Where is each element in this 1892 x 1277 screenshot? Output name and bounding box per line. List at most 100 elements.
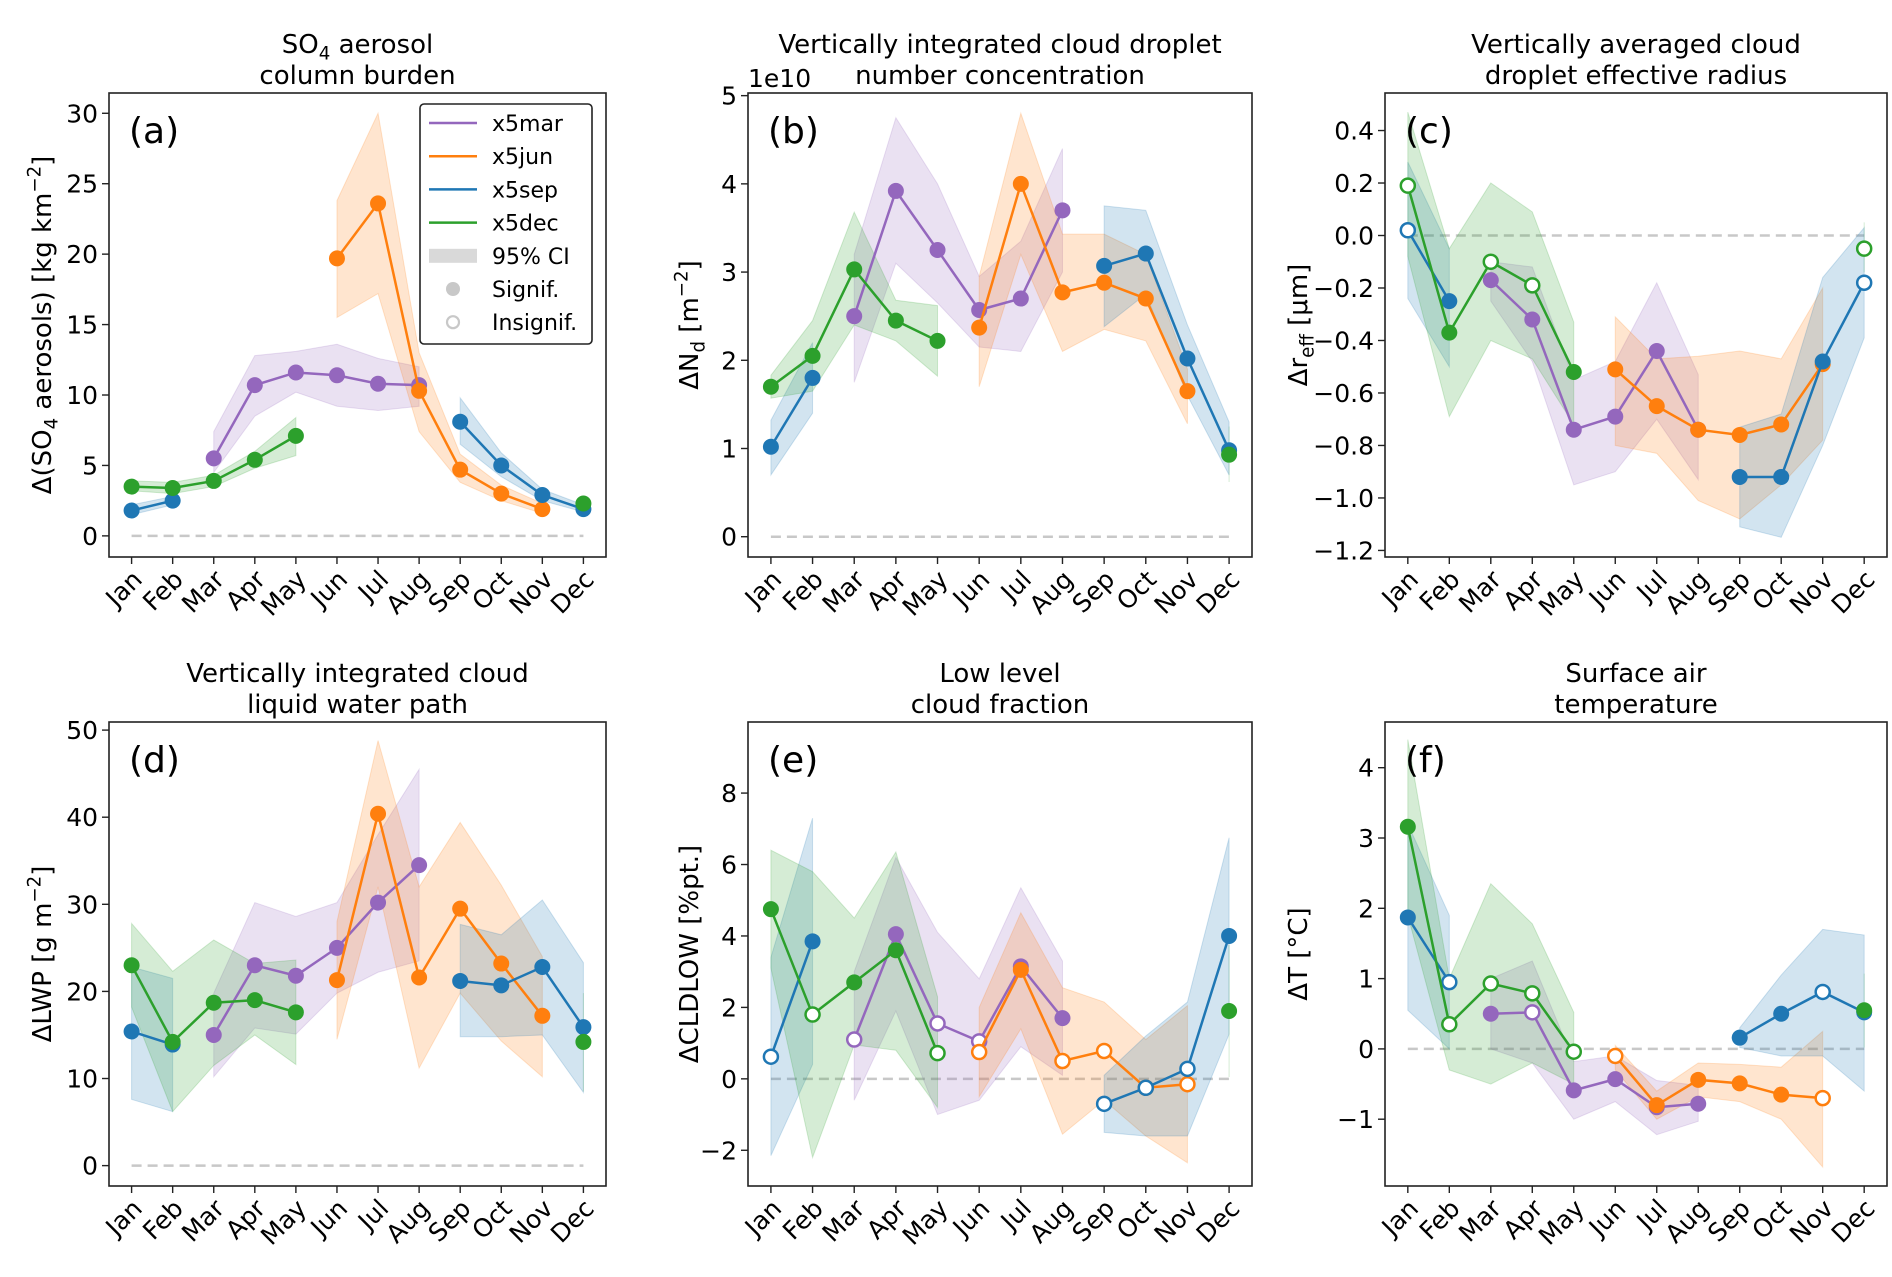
data-point-x5sep-Jan [123,1023,140,1040]
legend-label: x5jun [492,145,553,170]
data-point-x5jun-Nov [534,501,551,518]
y-tick-label: −0.2 [1313,274,1374,303]
data-point-x5mar-Apr [246,377,263,394]
data-point-x5sep-Oct [1773,468,1790,485]
data-point-x5sep-Nov [1179,350,1196,367]
x-tick-label: Jun [1582,565,1632,615]
data-point-x5dec-May [929,1044,946,1062]
y-tick-label: 4 [721,922,737,951]
data-point-x5jun-Jun [328,250,345,267]
legend-swatch-ci [429,248,477,263]
data-point-x5sep-Nov [1814,353,1831,370]
data-point-x5mar-Jun [328,367,345,384]
data-point-x5mar-Jul [370,894,387,911]
x-tick-label: Jan [738,565,787,614]
data-point-x5mar-May [1565,421,1582,438]
ci-band-x5sep [1739,928,1865,1093]
subscript: eff [1298,334,1319,358]
data-point-x5dec-Mar [846,974,863,991]
panel-c: −1.2−1.0−0.8−0.6−0.4−0.20.00.20.4JanFebM… [1284,30,1888,622]
data-point-x5mar-Jul [1012,290,1029,307]
text-part: cloud fraction [911,690,1090,720]
x-tick-label: Mar [817,1193,871,1247]
data-point-x5jun-Sep [1731,426,1748,443]
x-tick-label: Jun [946,1194,996,1244]
data-point-x5jun-Nov [534,1007,551,1024]
y-tick-label: −1.2 [1313,536,1374,565]
y-tick-label: −2 [700,1136,737,1165]
y-axis-label: ΔNd [m−2] [672,260,710,390]
text-part: [μm] [1284,264,1314,334]
text-part: SO [282,30,319,60]
data-point-x5jun-Sep [452,461,469,478]
axes-frame [1384,92,1888,558]
y-tick-label: 4 [721,170,737,199]
data-point-x5dec-Jan [1399,177,1417,194]
x-tick-label: Jun [304,565,354,615]
y-tick-label: 3 [721,258,737,287]
legend: x5mar x5jun x5sep x5dec 95% CI Signif. Insigni… [419,103,593,345]
panel-title: Vertically averaged cloud [1471,30,1801,60]
x-tick-label: Dec [1826,565,1881,620]
x-tick-label: Aug [1024,565,1079,620]
data-point-x5dec-Dec [575,495,592,512]
x-tick-label: Sep [423,1194,477,1248]
panel-title: Vertically integrated cloud [186,659,529,689]
ci-band-x5jun [1614,286,1824,520]
text-part: aerosols) [kg km [28,193,58,418]
x-tick-label: Oct [1746,565,1797,616]
x-tick-label: Aug [1659,565,1714,620]
data-point-x5sep-Dec [575,1019,592,1036]
data-point-x5sep-Jan [123,502,140,519]
data-point-x5jun-Sep [1731,1075,1748,1092]
y-tick-label: 0.4 [1334,117,1374,146]
data-point-x5sep-Feb [1441,973,1458,991]
data-point-x5dec-Mar [846,261,863,278]
data-point-x5dec-Feb [1441,324,1458,341]
x-tick-label: Feb [1414,1194,1466,1246]
series-line-x5sep [1739,282,1866,479]
ci-band-x5sep [1103,837,1230,1137]
text-part: ] [675,260,705,270]
data-point-x5dec-Apr [1524,985,1541,1002]
data-point-x5sep-Sep [452,413,469,430]
data-point-x5jun-Jun [1607,361,1624,378]
text-part: ΔN [675,353,705,390]
y-tick-label: 1 [1358,965,1374,994]
legend-marker-filled [446,282,460,296]
x-tick-label: Sep [423,565,477,619]
ci-band-x5jun [978,911,1188,1164]
data-point-x5jun-Oct [1773,1086,1790,1103]
panel-letter: (d) [129,740,180,781]
data-point-x5jun-Jun [1607,1047,1624,1065]
data-point-x5dec-Dec [575,1033,592,1050]
panel-letter: (a) [129,111,179,152]
panel-title: droplet effective radius [1485,61,1787,91]
y-tick-label: −0.4 [1313,326,1374,355]
y-tick-label: −0.8 [1313,431,1374,460]
data-point-x5jun-Oct [493,485,510,502]
text-part: number concentration [855,61,1145,91]
x-tick-label: Mar [176,1193,230,1247]
data-point-x5dec-Jan [123,478,140,495]
ci-band-x5jun [978,111,1188,425]
x-tick-label: Jan [1375,565,1424,614]
data-point-x5mar-May [929,1015,946,1032]
y-tick-label: 0 [1358,1035,1374,1064]
panel-title: Surface air [1565,659,1706,689]
panel-title: number concentration [855,61,1145,91]
text-part: Δ(SO [28,429,58,494]
panel-title: column burden [259,61,455,91]
y-tick-label: 2 [721,346,737,375]
data-point-x5sep-Feb [804,933,821,950]
x-tick-label: Feb [777,1194,829,1246]
data-point-x5sep-Nov [1179,1060,1196,1078]
panel-letter: (e) [768,740,818,781]
legend-frame [419,103,593,345]
data-point-x5sep-Sep [1731,468,1748,485]
legend-label: x5dec [492,212,559,237]
data-point-x5sep-Nov [534,959,551,976]
